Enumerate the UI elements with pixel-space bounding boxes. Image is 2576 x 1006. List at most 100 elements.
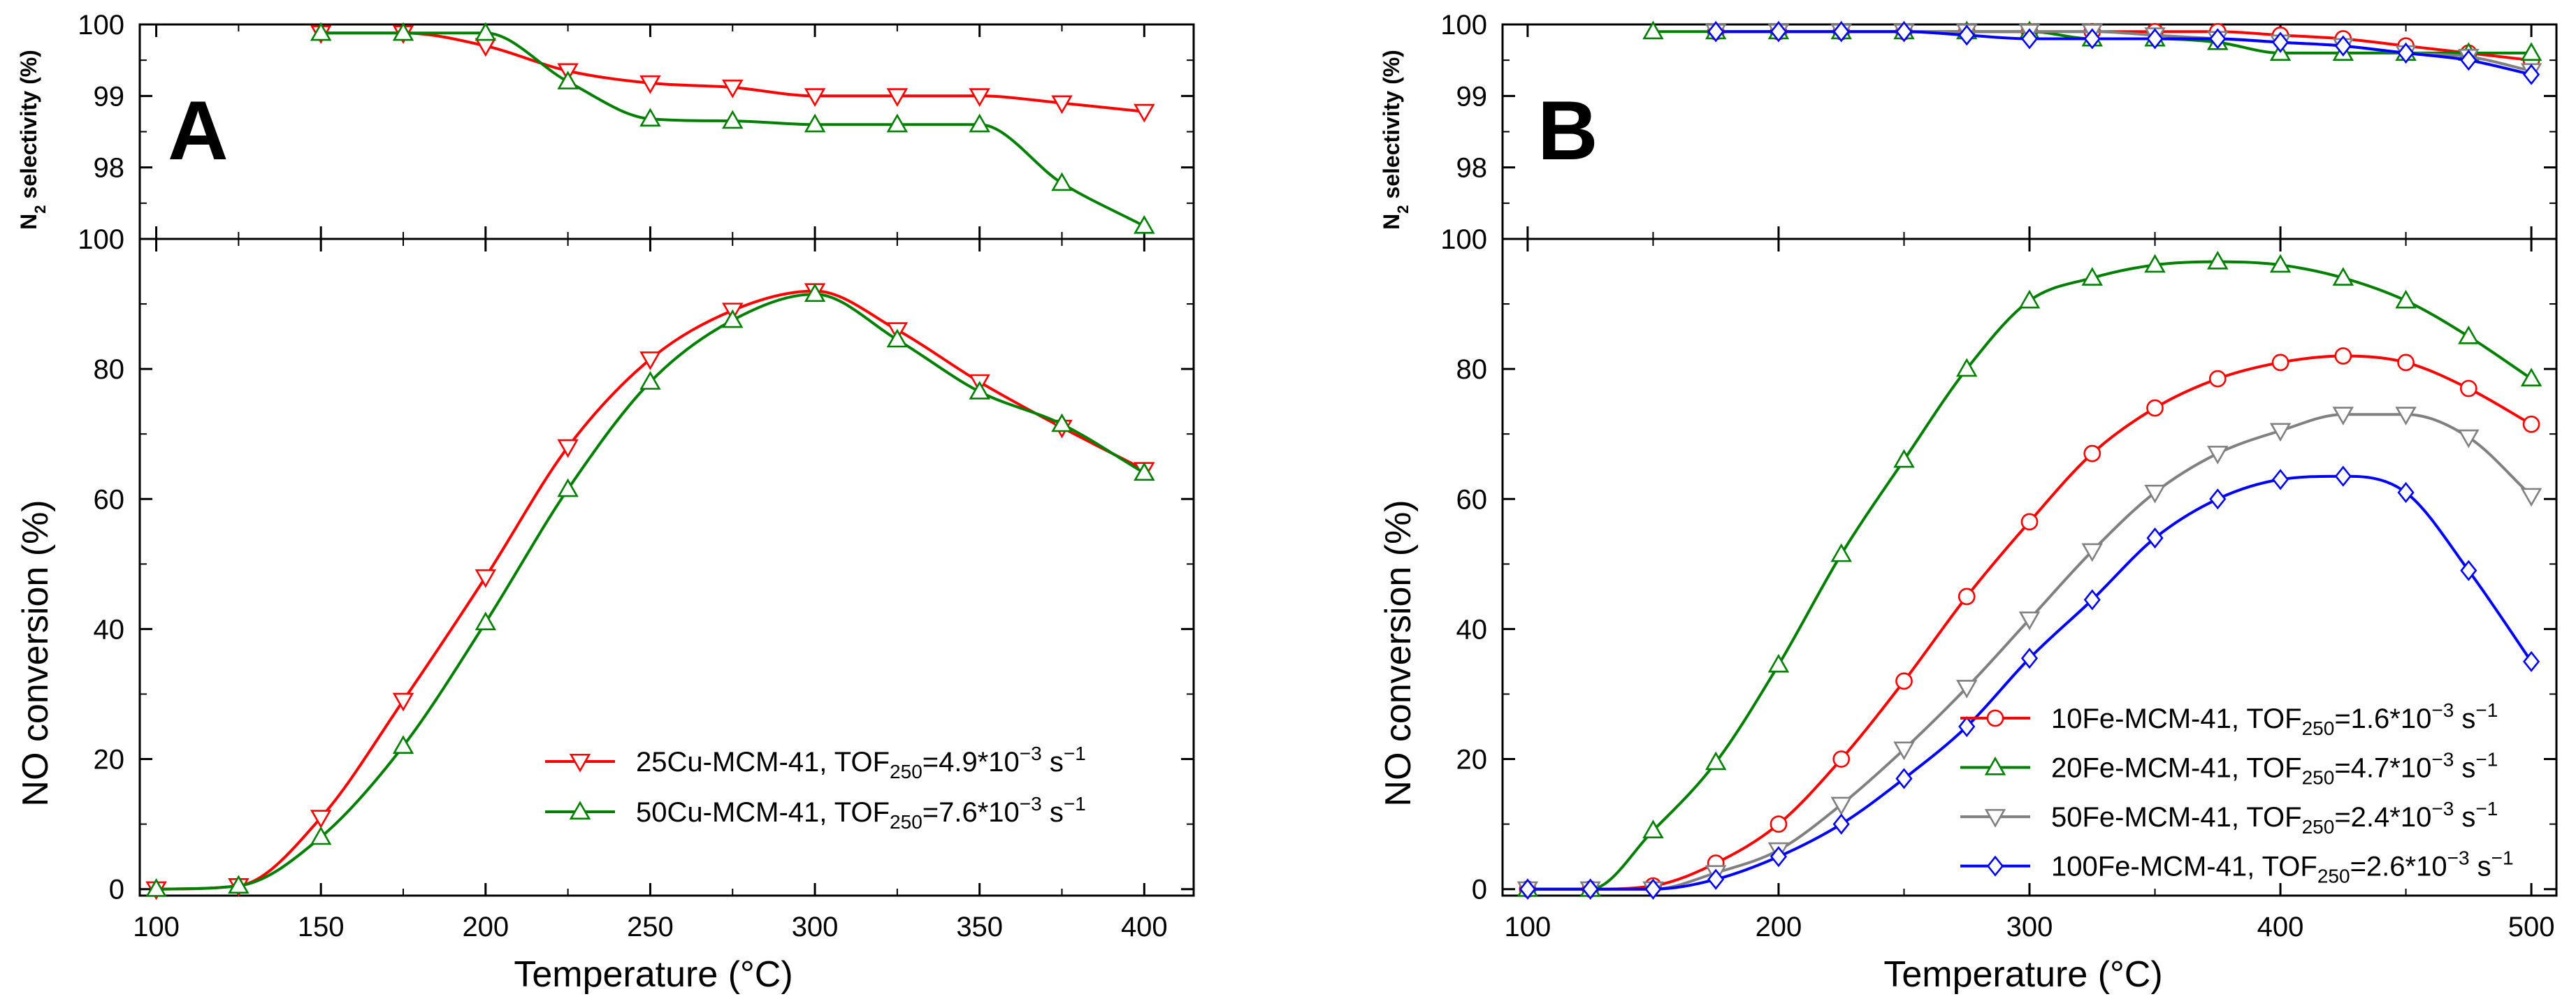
- data-point-a-conv-50cu-mcm-41-250: [639, 371, 661, 390]
- data-point-a-conv-50cu-mcm-41-350: [969, 381, 990, 400]
- data-point-a-conv-50cu-mcm-41-400: [1134, 462, 1155, 481]
- y-tick-label-a-conv-80: 80: [94, 354, 125, 385]
- data-point-a-conv-50cu-mcm-41-150: [310, 826, 332, 845]
- y-tick-label-a-sel-99: 99: [94, 81, 125, 112]
- y-tick-label-b-sel-98: 98: [1456, 153, 1488, 184]
- data-point-b-conv-50fe-mcm-41-325: [2081, 543, 2104, 562]
- data-point-a-sel-50cu-mcm-41-250: [639, 108, 661, 127]
- data-point-b-conv-10fe-mcm-41-425: [2334, 347, 2352, 365]
- data-point-a-sel-25cu-mcm-41-275: [722, 80, 744, 99]
- data-point-b-conv-20fe-mcm-41-225: [1830, 543, 1852, 562]
- data-point-b-sel-100fe-mcm-41-425: [2334, 35, 2352, 57]
- data-point-a-sel-25cu-mcm-41-375: [1051, 95, 1073, 115]
- data-point-b-conv-100fe-mcm-41-425: [2334, 465, 2352, 487]
- data-point-a-conv-50cu-mcm-41-275: [722, 309, 744, 328]
- data-point-b-conv-20fe-mcm-41-325: [2081, 267, 2104, 286]
- y-tick-label-a-conv-20: 20: [94, 745, 125, 775]
- data-point-b-sel-100fe-mcm-41-375: [2209, 28, 2227, 50]
- panel-a-selectivity-plot: 98 99 100: [78, 10, 1195, 240]
- data-point-b-conv-10fe-mcm-41-225: [1832, 750, 1851, 768]
- data-point-b-sel-100fe-mcm-41-450: [2397, 42, 2415, 64]
- data-point-b-sel-100fe-mcm-41-300: [2020, 28, 2039, 50]
- data-point-b-sel-100fe-mcm-41-275: [1958, 24, 1976, 46]
- data-point-b-sel-100fe-mcm-41-175: [1707, 21, 1725, 43]
- data-point-b-conv-20fe-mcm-41-275: [1955, 358, 1978, 377]
- data-point-a-sel-50cu-mcm-41-350: [969, 113, 990, 133]
- data-point-a-sel-50cu-mcm-41-400: [1134, 214, 1155, 234]
- data-point-b-conv-10fe-mcm-41-275: [1958, 588, 1976, 606]
- data-point-a-conv-50cu-mcm-41-100: [145, 878, 167, 897]
- x-tick-label-a-conv-400: 400: [1121, 912, 1168, 942]
- data-point-b-conv-50fe-mcm-41-450: [2395, 407, 2417, 425]
- data-point-b-conv-100fe-mcm-41-500: [2523, 650, 2540, 673]
- legend-marker-50cu-mcm-41: [569, 801, 591, 820]
- y-tick-label-b-conv-80: 80: [1456, 354, 1488, 385]
- data-point-b-conv-10fe-mcm-41-500: [2522, 415, 2540, 433]
- x-tick-label-a-conv-300: 300: [792, 912, 839, 942]
- panel-letter-b: B: [1537, 84, 1598, 177]
- data-point-b-sel-100fe-mcm-41-225: [1832, 21, 1850, 43]
- data-point-a-sel-50cu-mcm-41-150: [310, 22, 332, 41]
- x-tick-label-a-conv-350: 350: [956, 912, 1003, 942]
- legend-label-50cu-mcm-41: 50Cu-MCM-41, TOF250=7.6*10−3 s−1: [636, 793, 1086, 833]
- x-tick-label-a-conv-250: 250: [627, 912, 674, 942]
- legend-marker-50fe-mcm-41: [1984, 809, 2006, 828]
- panel-a: 98 99 100 0 20 40 60 80 100 100 150 200 250 300 350 40…: [15, 10, 1195, 995]
- data-point-b-conv-20fe-mcm-41-175: [1705, 751, 1727, 771]
- data-point-a-conv-25cu-mcm-41-175: [392, 692, 414, 712]
- y-tick-label-a-conv-100: 100: [78, 224, 124, 255]
- x-tick-label-b-conv-200: 200: [1756, 912, 1802, 942]
- data-point-b-conv-50fe-mcm-41-500: [2520, 488, 2542, 507]
- data-point-b-conv-10fe-mcm-41-200: [1770, 815, 1788, 833]
- legend-label-20fe-mcm-41: 20Fe-MCM-41, TOF250=4.7*10−3 s−1: [2051, 749, 2498, 789]
- data-point-b-conv-100fe-mcm-41-175: [1707, 868, 1725, 890]
- data-point-a-conv-50cu-mcm-41-325: [886, 328, 909, 348]
- data-point-b-conv-10fe-mcm-41-375: [2208, 370, 2227, 388]
- x-tick-label-a-conv-200: 200: [462, 912, 509, 942]
- data-point-a-conv-25cu-mcm-41-150: [310, 810, 332, 829]
- data-point-b-conv-100fe-mcm-41-450: [2397, 481, 2415, 504]
- data-point-b-conv-20fe-mcm-41-375: [2207, 250, 2229, 270]
- panel-b-y-axis-title-conversion: NO conversion (%): [1378, 500, 1419, 806]
- data-point-b-conv-100fe-mcm-41-475: [2460, 560, 2477, 581]
- data-point-b-conv-100fe-mcm-41-300: [2020, 648, 2039, 669]
- data-point-a-conv-50cu-mcm-41-300: [804, 283, 826, 302]
- y-tick-label-a-conv-60: 60: [94, 484, 125, 515]
- series-line-b-conv-20fe-mcm-41: [1527, 260, 2533, 891]
- x-tick-label-b-conv-500: 500: [2508, 912, 2555, 942]
- panel-b-y-axis-title-selectivity: N2 selectivity (%): [1379, 50, 1412, 230]
- data-point-a-sel-25cu-mcm-41-400: [1134, 103, 1155, 123]
- data-point-a-conv-25cu-mcm-41-250: [639, 351, 661, 370]
- data-point-a-conv-50cu-mcm-41-200: [475, 611, 497, 631]
- data-point-b-conv-50fe-mcm-41-275: [1955, 680, 1978, 699]
- y-tick-label-b-conv-20: 20: [1456, 745, 1488, 775]
- data-point-a-sel-25cu-mcm-41-325: [886, 88, 909, 107]
- data-point-b-conv-100fe-mcm-41-350: [2146, 527, 2164, 549]
- data-point-b-conv-50fe-mcm-41-350: [2144, 484, 2166, 504]
- data-point-b-sel-100fe-mcm-41-250: [1895, 21, 1913, 43]
- data-point-a-sel-50cu-mcm-41-275: [722, 110, 744, 129]
- data-point-b-conv-100fe-mcm-41-375: [2209, 488, 2227, 510]
- data-point-b-conv-100fe-mcm-41-125: [1582, 878, 1599, 900]
- data-point-b-sel-20fe-mcm-41-500: [2520, 42, 2542, 61]
- y-tick-label-a-sel-100: 100: [78, 10, 124, 41]
- legend-label-10fe-mcm-41: 10Fe-MCM-41, TOF250=1.6*10−3 s−1: [2051, 699, 2498, 739]
- legend-marker-100fe-mcm-41: [1986, 855, 2004, 877]
- data-point-b-conv-10fe-mcm-41-350: [2146, 399, 2164, 417]
- data-point-a-sel-50cu-mcm-41-325: [886, 113, 909, 133]
- data-point-b-conv-10fe-mcm-41-250: [1895, 672, 1913, 690]
- data-point-b-conv-10fe-mcm-41-400: [2271, 353, 2289, 372]
- data-point-b-conv-20fe-mcm-41-150: [1642, 819, 1664, 838]
- data-point-b-sel-100fe-mcm-41-325: [2083, 28, 2101, 50]
- data-point-b-conv-100fe-mcm-41-225: [1832, 813, 1850, 835]
- data-point-b-sel-100fe-mcm-41-475: [2460, 50, 2477, 71]
- panel-a-x-axis-title: Temperature (°C): [514, 954, 793, 995]
- data-point-b-conv-100fe-mcm-41-100: [1519, 878, 1536, 900]
- panel-letter-a: A: [168, 84, 229, 177]
- data-point-b-conv-10fe-mcm-41-450: [2397, 353, 2415, 372]
- data-point-a-sel-50cu-mcm-41-225: [557, 71, 579, 89]
- data-point-b-conv-20fe-mcm-41-250: [1893, 449, 1915, 468]
- series-line-a-sel-50cu-mcm-41: [321, 31, 1145, 228]
- data-point-b-conv-100fe-mcm-41-400: [2271, 469, 2289, 490]
